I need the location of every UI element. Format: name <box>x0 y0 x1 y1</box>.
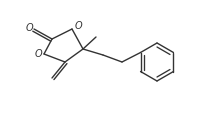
Text: O: O <box>25 23 33 33</box>
Text: O: O <box>34 49 42 59</box>
Text: O: O <box>74 21 82 31</box>
